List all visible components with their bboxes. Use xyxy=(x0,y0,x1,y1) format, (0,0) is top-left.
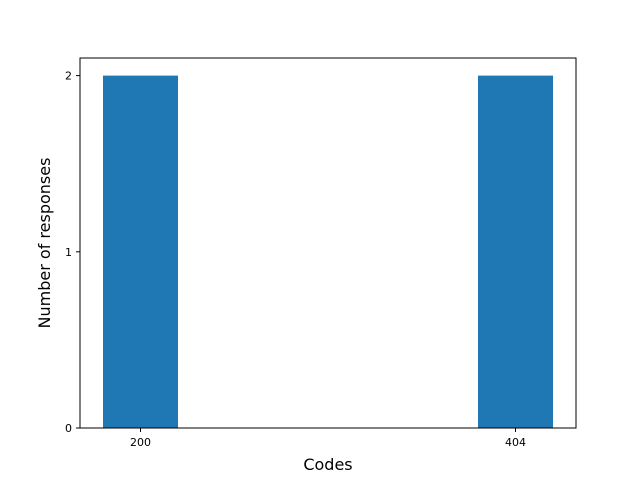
x-tick-label-404: 404 xyxy=(505,436,526,449)
x-tick-label-200: 200 xyxy=(130,436,151,449)
bar-404 xyxy=(478,75,553,428)
bars-group xyxy=(103,75,553,428)
y-tick-label-0: 0 xyxy=(65,422,72,435)
y-axis: 0 1 2 xyxy=(65,70,80,435)
x-axis: 200 404 xyxy=(130,428,526,449)
y-tick-label-2: 2 xyxy=(65,70,72,83)
plot-frame xyxy=(79,57,577,429)
y-tick-label-1: 1 xyxy=(65,246,72,259)
y-axis-label: Number of responses xyxy=(35,158,54,329)
bar-200 xyxy=(103,75,178,428)
x-axis-label: Codes xyxy=(303,455,352,474)
